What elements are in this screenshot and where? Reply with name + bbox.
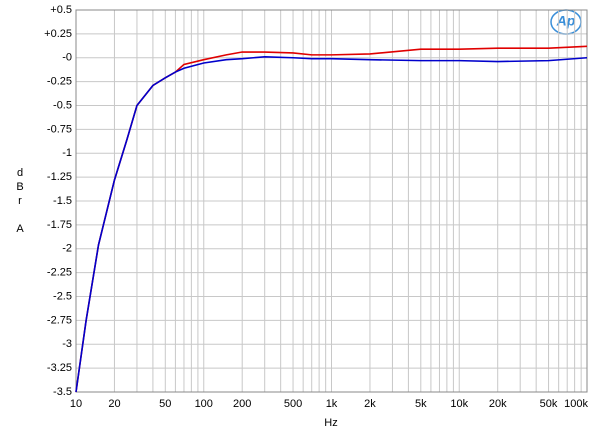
y-axis-label: A: [16, 223, 24, 235]
y-tick-label: -1: [62, 147, 72, 159]
y-tick-label: -1.25: [47, 171, 72, 183]
x-tick-label: 100k: [564, 398, 588, 410]
x-tick-label: 500: [284, 398, 302, 410]
x-tick-label: 20: [108, 398, 120, 410]
y-tick-label: -0.25: [47, 76, 72, 88]
x-tick-label: 200: [233, 398, 251, 410]
y-tick-label: -2.75: [47, 314, 72, 326]
y-tick-label: -3.5: [53, 386, 72, 398]
x-tick-label: 50k: [540, 398, 558, 410]
x-tick-label: 10: [70, 398, 82, 410]
y-tick-label: -0.5: [53, 99, 72, 111]
x-tick-label: 20k: [489, 398, 507, 410]
y-tick-label: -3: [62, 338, 72, 350]
x-tick-label: 10k: [450, 398, 468, 410]
x-tick-label: 2k: [364, 398, 376, 410]
y-tick-label: -1.5: [53, 195, 72, 207]
y-tick-label: +0.5: [50, 4, 72, 16]
x-tick-label: 100: [195, 398, 213, 410]
x-tick-label: 5k: [415, 398, 427, 410]
x-axis-label: Hz: [324, 417, 337, 429]
y-tick-label: -2: [62, 243, 72, 255]
plot-frame: [75, 9, 588, 393]
y-tick-label: -2.5: [53, 290, 72, 302]
y-tick-label: -2.25: [47, 267, 72, 279]
y-tick-label: +0.25: [44, 28, 72, 40]
y-tick-label: -0: [62, 52, 72, 64]
y-axis-label: B: [16, 181, 23, 193]
y-tick-label: -1.75: [47, 219, 72, 231]
y-tick-label: -0.75: [47, 123, 72, 135]
data-line: [75, 55, 588, 393]
x-tick-label: 1k: [326, 398, 338, 410]
y-axis-label: d: [17, 167, 23, 179]
y-axis-label: r: [18, 195, 22, 207]
logo-text: Ap: [556, 13, 576, 29]
y-tick-label: -3.25: [47, 362, 72, 374]
x-tick-label: 50: [159, 398, 171, 410]
